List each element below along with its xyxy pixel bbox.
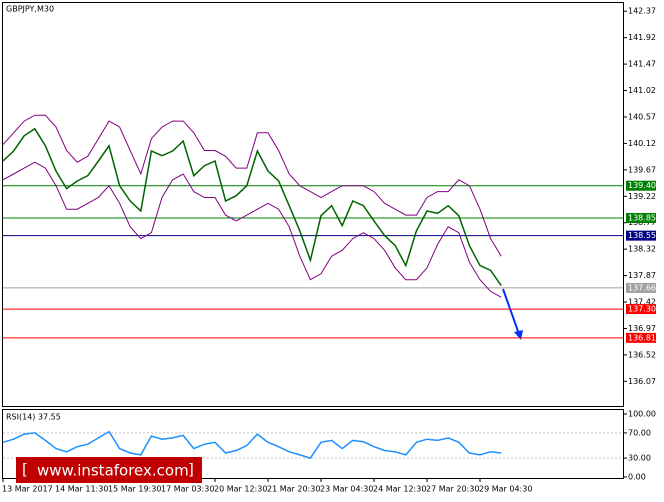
level-label-box	[626, 282, 656, 293]
series-line	[2, 127, 502, 287]
level-label: 137.66	[628, 283, 656, 292]
x-tick-label: 13 Mar 2017	[2, 485, 53, 494]
watermark-bracket: ]	[188, 461, 194, 479]
series-line	[2, 161, 502, 298]
chart-title: GBPJPY,M30	[6, 5, 54, 14]
level-label: 138.85	[628, 214, 656, 223]
y-tick-label: 138.32	[628, 245, 656, 254]
level-label-box	[626, 304, 656, 315]
y-tick-label: 142.37	[628, 7, 656, 16]
y-tick-label: 139.67	[628, 165, 656, 174]
y-tick-label: 137.42	[628, 298, 656, 307]
y-tick-label: 141.02	[628, 86, 656, 95]
level-label-box	[626, 332, 656, 343]
y-tick-label: 136.97	[628, 324, 656, 333]
x-tick-label: 23 Mar 04:30	[320, 485, 373, 494]
level-label-box	[626, 213, 656, 224]
y-tick-label: 70.00	[628, 428, 651, 437]
x-tick-label: 14 Mar 11:30	[55, 485, 108, 494]
rsi-title: RSI(14) 37.55	[6, 413, 61, 422]
series-line	[2, 114, 502, 257]
level-label: 137.30	[628, 305, 656, 314]
y-tick-label: 140.57	[628, 112, 656, 121]
y-tick-label: 141.92	[628, 33, 656, 42]
level-label: 136.81	[628, 333, 656, 342]
x-tick-label: 15 Mar 19:30	[108, 485, 161, 494]
arrow-shaft	[502, 288, 520, 335]
x-tick-label: 20 Mar 12:30	[214, 485, 267, 494]
level-label-box	[626, 180, 656, 191]
x-tick-label: 29 Mar 04:30	[479, 485, 532, 494]
y-tick-label: 0.00	[628, 472, 646, 481]
y-tick-label: 30.00	[628, 454, 651, 463]
x-tick-label: 27 Mar 20:30	[426, 485, 479, 494]
y-tick-label: 136.07	[628, 377, 656, 386]
watermark-bracket: [	[22, 461, 28, 479]
rsi-panel	[2, 409, 624, 479]
series-line	[2, 430, 502, 459]
watermark: www.instaforex.com	[37, 462, 189, 480]
y-tick-label: 136.52	[628, 350, 656, 359]
y-tick-label: 140.12	[628, 139, 656, 148]
x-tick-label: 21 Mar 20:30	[267, 485, 320, 494]
main-panel	[2, 2, 624, 407]
level-label-box	[626, 230, 656, 241]
y-tick-label: 141.47	[628, 60, 656, 69]
y-tick-label: 139.22	[628, 192, 656, 201]
y-tick-label: 137.87	[628, 271, 656, 280]
x-tick-label: 24 Mar 12:30	[373, 485, 426, 494]
level-label: 139.40	[628, 181, 656, 190]
level-label: 138.55	[628, 231, 656, 240]
x-tick-label: 17 Mar 03:30	[161, 485, 214, 494]
y-tick-label: 100.00	[628, 409, 656, 418]
watermark-box	[16, 457, 202, 483]
